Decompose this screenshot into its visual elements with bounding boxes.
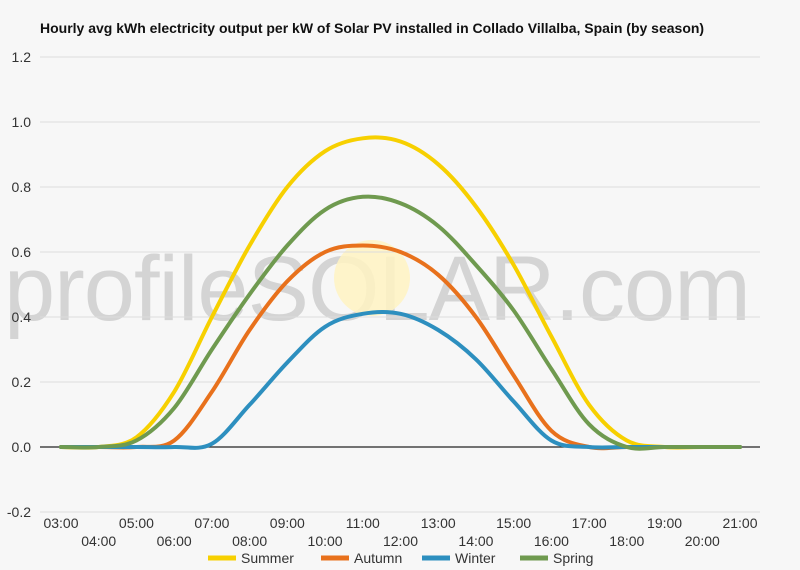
series-line-spring: [59, 194, 742, 451]
x-axis-ticks: 03:0004:0005:0006:0007:0008:0009:0010:00…: [43, 515, 757, 549]
x-tick-label: 08:00: [232, 533, 267, 549]
x-tick-label: 15:00: [496, 515, 531, 531]
y-tick-label: 0.2: [12, 374, 32, 390]
watermark-sun: [334, 240, 410, 316]
y-tick-label: -0.2: [7, 504, 31, 520]
x-tick-label: 10:00: [308, 533, 343, 549]
x-tick-label: 20:00: [685, 533, 720, 549]
y-tick-label: 0.0: [12, 439, 32, 455]
legend-label-winter: Winter: [455, 550, 496, 566]
y-tick-label: 0.6: [12, 244, 32, 260]
x-tick-label: 12:00: [383, 533, 418, 549]
y-tick-label: 0.4: [12, 309, 32, 325]
x-tick-label: 11:00: [346, 515, 380, 531]
x-tick-label: 21:00: [722, 515, 757, 531]
x-tick-label: 07:00: [194, 515, 229, 531]
legend-label-autumn: Autumn: [354, 550, 402, 566]
x-tick-label: 05:00: [119, 515, 154, 531]
y-tick-label: 0.8: [12, 179, 32, 195]
series-lines: [59, 135, 742, 451]
x-tick-label: 16:00: [534, 533, 569, 549]
x-tick-label: 14:00: [458, 533, 493, 549]
x-tick-label: 18:00: [609, 533, 644, 549]
series-line-summer: [59, 135, 742, 450]
y-axis-ticks: -0.2 0.0 0.2 0.4 0.6 0.8 1.0 1.2: [7, 49, 31, 520]
legend-label-spring: Spring: [553, 550, 593, 566]
x-tick-label: 09:00: [270, 515, 305, 531]
y-tick-label: 1.2: [12, 49, 32, 65]
chart-title: Hourly avg kWh electricity output per kW…: [40, 20, 704, 36]
y-tick-label: 1.0: [12, 114, 32, 130]
legend: Summer Autumn Winter Spring: [208, 550, 593, 566]
legend-label-summer: Summer: [241, 550, 294, 566]
x-tick-label: 17:00: [572, 515, 607, 531]
x-tick-label: 06:00: [157, 533, 192, 549]
x-tick-label: 03:00: [43, 515, 78, 531]
x-tick-label: 19:00: [647, 515, 682, 531]
x-tick-label: 04:00: [81, 533, 116, 549]
x-tick-label: 13:00: [421, 515, 456, 531]
